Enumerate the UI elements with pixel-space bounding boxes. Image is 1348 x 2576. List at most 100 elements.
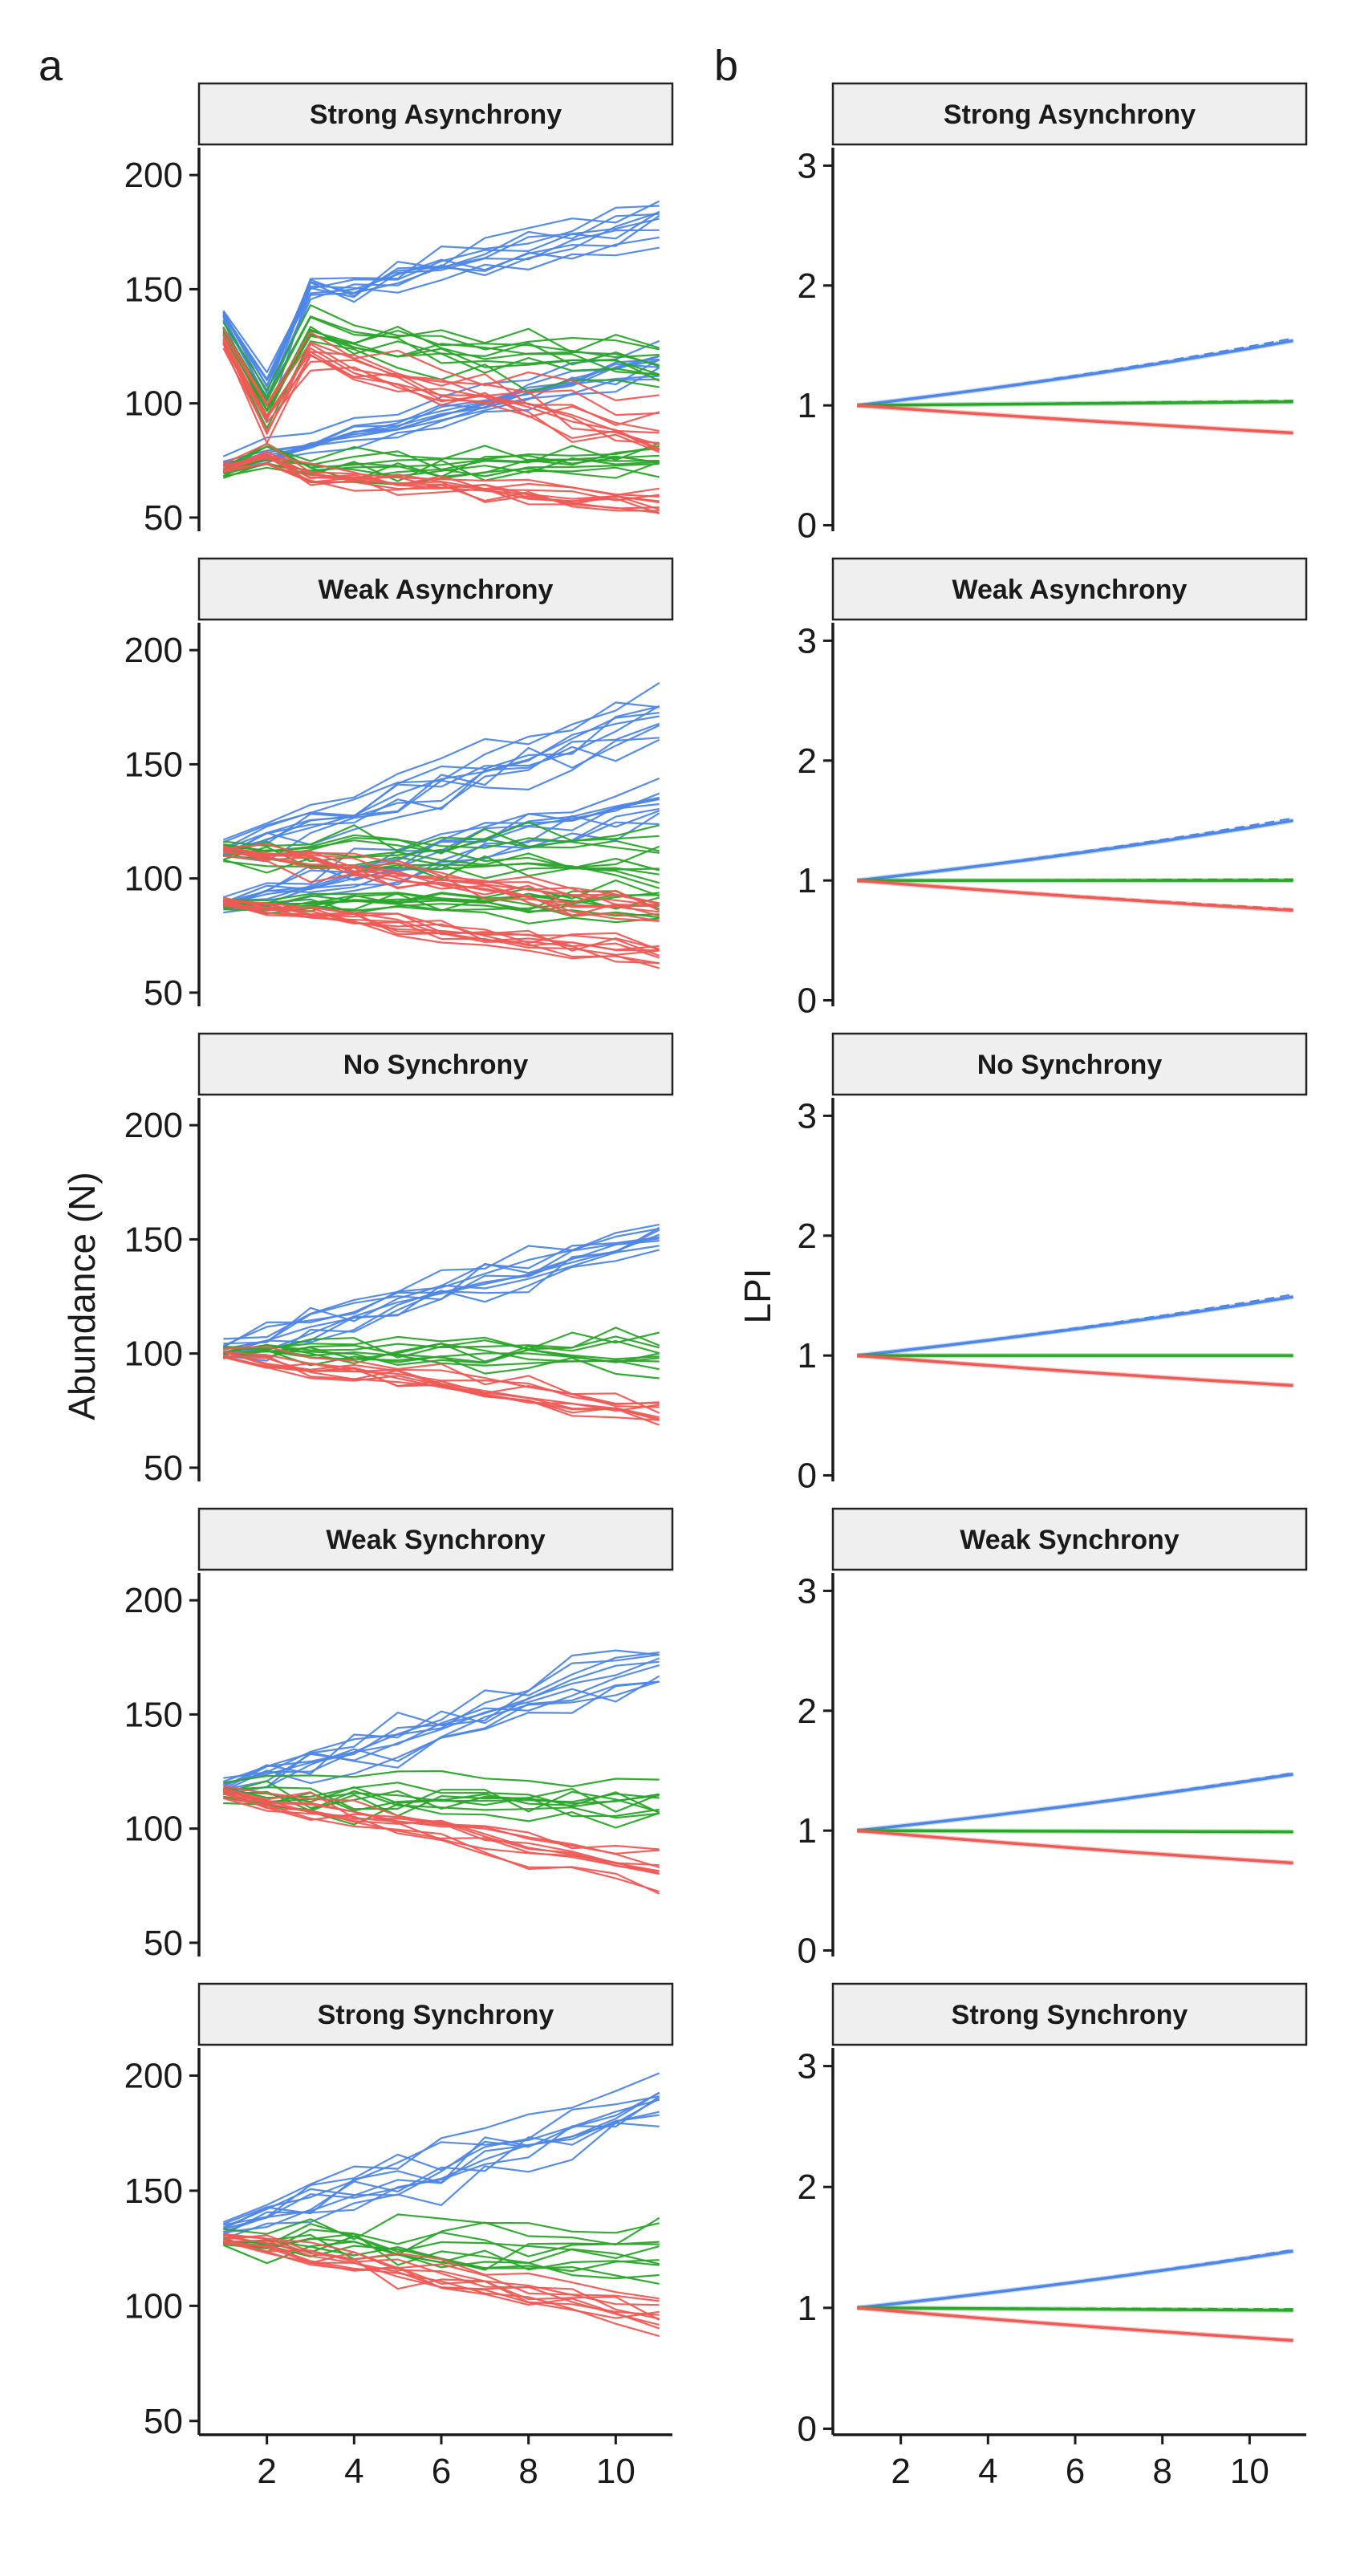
abundance-line-group5-8: [223, 902, 660, 965]
abundance-line-group1-8: [223, 1786, 660, 1814]
y-tick-label: 2: [798, 742, 817, 781]
abundance-line-group2-8: [222, 327, 660, 417]
panel-tag-b: b: [714, 42, 738, 90]
lpi-line-2: [857, 404, 1293, 435]
abundance-line-group2-4: [222, 1351, 660, 1405]
strip-label: No Synchrony: [343, 1050, 529, 1080]
x-tick-label: 10: [596, 2452, 635, 2491]
abundance-line-group2-2: [223, 1345, 660, 1414]
abundance-line-group0-9: [223, 2111, 660, 2233]
y-tick-label: 200: [124, 631, 183, 670]
y-tick-label: 1: [798, 386, 817, 425]
y-tick-label: 1: [798, 1336, 817, 1375]
strip-label: Strong Asynchrony: [944, 100, 1196, 130]
abundance-line-group0-8: [222, 2099, 660, 2225]
abundance-line-group4-8: [222, 347, 660, 453]
abundance-line-group4-6: [222, 333, 660, 416]
facet-a-4: Strong Synchrony 50 100 150 200 2 4 6 8 10: [124, 1982, 674, 2491]
y-tick-label: 150: [124, 745, 183, 784]
lpi-line-2: [857, 2306, 1293, 2342]
strip-label: No Synchrony: [977, 1050, 1163, 1080]
abundance-line-group2-9: [222, 316, 660, 402]
abundance-line-group1-8: [222, 798, 660, 908]
abundance-line-group0-5: [222, 2092, 660, 2229]
abundance-line-group0-8: [222, 200, 660, 387]
abundance-line-group0-8: [223, 705, 660, 851]
y-tick-label: 0: [798, 1457, 817, 1496]
facet-a-3: Weak Synchrony 50 100 150 200: [124, 1507, 674, 1963]
y-tick-label: 50: [144, 2402, 183, 2441]
y-tick-label: 1: [798, 2289, 817, 2328]
abundance-line-group0-7: [222, 1653, 660, 1786]
y-tick-label: 100: [124, 1810, 183, 1849]
lpi-line-2: [857, 1354, 1293, 1388]
abundance-line-group1-4: [222, 777, 660, 899]
abundance-line-group0-1: [222, 1657, 660, 1788]
strip-box: [831, 82, 1308, 146]
x-tick-label: 8: [1152, 2452, 1171, 2491]
abundance-line-group0-9: [222, 246, 660, 423]
y-tick-label: 0: [798, 981, 817, 1021]
strip-box: [197, 82, 674, 146]
abundance-line-group4-8: [223, 843, 660, 907]
abundance-line-group2-5: [223, 1787, 660, 1868]
panel-tag-a: a: [39, 42, 63, 90]
x-tick-label: 8: [518, 2452, 538, 2491]
abundance-line-group4-6: [223, 848, 660, 912]
abundance-line-group0-4: [222, 701, 660, 843]
abundance-line-group2-5: [222, 304, 660, 392]
y-tick-label: 2: [798, 266, 817, 306]
lpi-line-0: [857, 819, 1293, 882]
abundance-line-group1-6: [223, 2213, 660, 2241]
y-tick-label: 3: [798, 1571, 817, 1611]
facet-b-3: Weak Synchrony 0 1 2 3: [798, 1507, 1308, 1971]
abundance-line-group5-9: [222, 442, 660, 498]
y-tick-label: 200: [124, 156, 183, 195]
abundance-line-group5-9: [223, 900, 660, 952]
y-tick-label: 50: [144, 498, 183, 538]
abundance-line-group2-9: [223, 1797, 660, 1895]
abundance-line-group4-9: [222, 327, 660, 405]
abundance-line-group5-6: [222, 456, 660, 502]
abundance-line-group0-9: [223, 1675, 660, 1791]
abundance-line-group2-9: [223, 2243, 660, 2338]
abundance-line-group5-7: [223, 900, 660, 959]
y-tick-label: 100: [124, 1335, 183, 1374]
abundance-line-group0-8: [223, 1680, 660, 1792]
y-tick-label: 3: [798, 2047, 817, 2086]
facet-b-4: Strong Synchrony 0 1 2 3 2 4 6 8 10: [798, 1982, 1308, 2491]
x-tick-label: 10: [1230, 2452, 1269, 2491]
y-tick-label: 2: [798, 1217, 817, 1256]
lpi-ci-band-0: [856, 818, 1294, 884]
abundance-line-group2-6: [222, 1797, 660, 1893]
abundance-line-group2-7: [223, 2240, 660, 2326]
abundance-line-group0-0: [222, 2098, 660, 2230]
x-tick-label: 2: [891, 2452, 910, 2491]
y-tick-label: 1: [798, 861, 817, 900]
y-tick-label: 3: [798, 621, 817, 660]
facet-b-2: No Synchrony 0 1 2 3: [798, 1032, 1308, 1496]
strip-label: Weak Asynchrony: [952, 575, 1188, 605]
x-tick-label: 4: [344, 2452, 363, 2491]
strip-label: Strong Synchrony: [318, 2000, 554, 2030]
lpi-line-1: [857, 2306, 1293, 2312]
strip-label: Strong Asynchrony: [310, 100, 562, 130]
strip-box: [831, 1982, 1308, 2046]
facet-a-0: Strong Asynchrony 50 100 150 200: [124, 82, 674, 538]
y-tick-label: 50: [144, 1448, 183, 1488]
strip-label: Weak Synchrony: [326, 1525, 545, 1555]
y-tick-label: 100: [124, 859, 183, 899]
y-tick-label: 2: [798, 2168, 817, 2207]
abundance-line-group4-9: [223, 845, 660, 904]
abundance-line-group0-9: [222, 725, 660, 857]
y-tick-label: 0: [798, 2409, 817, 2448]
abundance-line-group1-6: [223, 1769, 660, 1788]
x-tick-label: 6: [432, 2452, 451, 2491]
facet-a-1: Weak Asynchrony 50 100 150 200: [124, 557, 674, 1013]
lpi-line-0: [857, 1295, 1293, 1357]
abundance-line-group1-9: [223, 378, 660, 470]
strip-label: Weak Asynchrony: [319, 575, 554, 605]
abundance-line-group2-9: [223, 824, 660, 855]
strip-box: [831, 1507, 1308, 1571]
